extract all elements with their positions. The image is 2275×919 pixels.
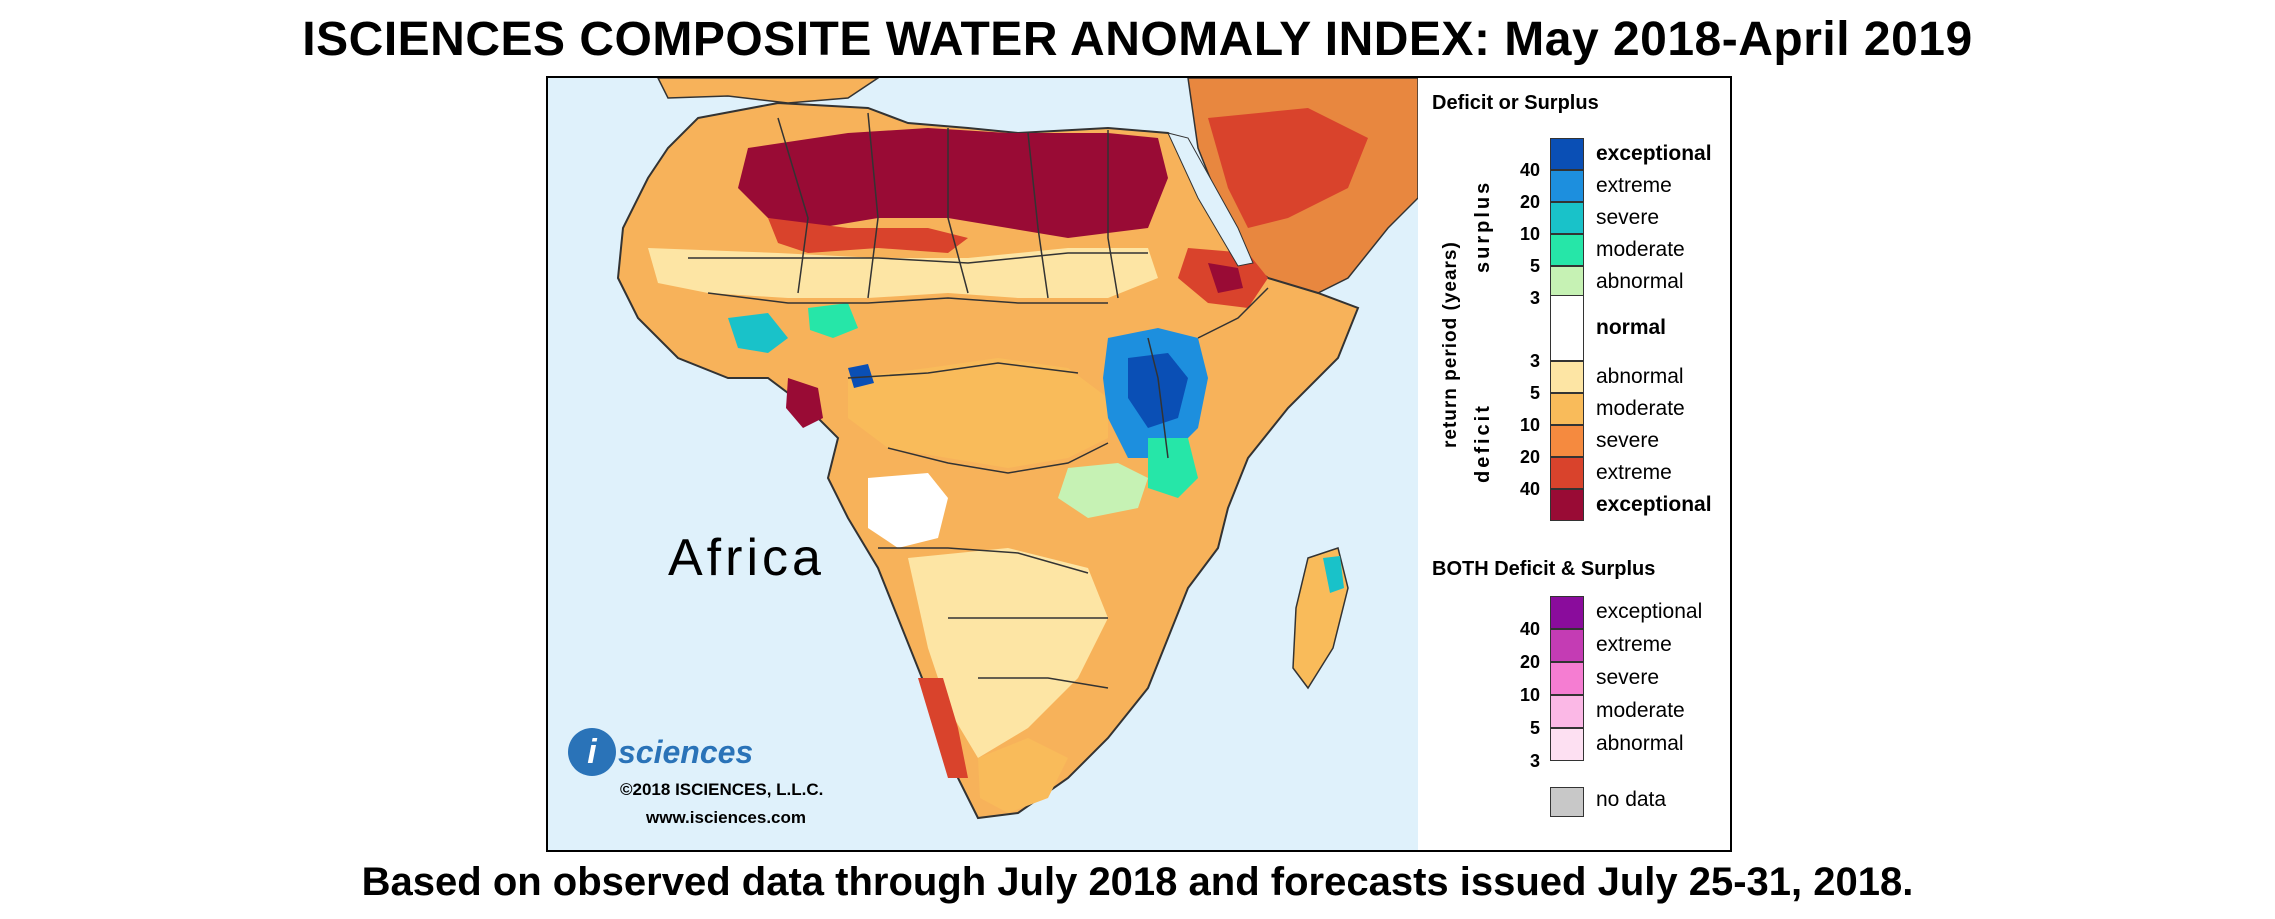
central-africa-moderate-zone bbox=[848, 358, 1108, 468]
logo-i-icon: i bbox=[568, 728, 616, 776]
deficit-period-10: 10 bbox=[1519, 415, 1540, 435]
surplus-swatch-moderate bbox=[1550, 234, 1584, 266]
logo-wordmark: sciences bbox=[618, 733, 754, 770]
surplus-period-10: 10 bbox=[1519, 224, 1540, 244]
deficit-label-extreme: extreme bbox=[1596, 461, 1672, 484]
south-africa-moderate-zone bbox=[978, 738, 1068, 813]
surplus-period-40: 40 bbox=[1519, 160, 1540, 180]
zambia-abnormal-surplus-zone bbox=[1058, 463, 1148, 518]
deficit-label-abnormal: abnormal bbox=[1596, 365, 1684, 388]
lake-region-exceptional-zone bbox=[1128, 353, 1188, 428]
surplus-period-20: 20 bbox=[1519, 192, 1540, 212]
deficit-period-5: 5 bbox=[1529, 383, 1540, 403]
both-swatch-severe bbox=[1550, 662, 1584, 695]
sahara-deficit-zone bbox=[738, 128, 1168, 238]
both-period-3: 3 bbox=[1529, 751, 1540, 771]
madagascar-surplus-zone bbox=[1323, 556, 1344, 593]
southern-africa-abnormal-zone bbox=[908, 548, 1108, 758]
both-swatch-moderate bbox=[1550, 695, 1584, 728]
deficit-label-moderate: moderate bbox=[1596, 397, 1685, 420]
map-title: ISCIENCES COMPOSITE WATER ANOMALY INDEX:… bbox=[302, 13, 1973, 66]
cameroon-exceptional-surplus-zone bbox=[848, 364, 874, 388]
surplus-label-exceptional: exceptional bbox=[1596, 142, 1712, 165]
surplus-period-5: 5 bbox=[1529, 256, 1540, 276]
deficit-swatch-abnormal bbox=[1550, 361, 1584, 393]
both-label-abnormal: abnormal bbox=[1596, 732, 1684, 755]
map-legend: Deficit or Surplus return period (years)… bbox=[1418, 78, 1730, 850]
deficit-swatch-moderate bbox=[1550, 393, 1584, 425]
both-label-exceptional: exceptional bbox=[1596, 600, 1703, 623]
surplus-period-3: 3 bbox=[1529, 288, 1540, 308]
both-label-severe: severe bbox=[1596, 666, 1660, 689]
no-data-swatch bbox=[1550, 787, 1584, 817]
deficit-period-40: 40 bbox=[1519, 479, 1540, 499]
both-period-40: 40 bbox=[1519, 619, 1540, 639]
deficit-label-exceptional: exceptional bbox=[1596, 493, 1712, 516]
angola-normal-zone bbox=[868, 473, 948, 548]
map-frame: Africa i sciences ©2018 ISCIENCES, L.L.C.… bbox=[546, 76, 1732, 852]
europe-landmass bbox=[657, 78, 880, 104]
legend-deficit-label: deficit bbox=[1472, 403, 1494, 483]
normal-label: normal bbox=[1596, 316, 1667, 339]
both-swatch-abnormal bbox=[1550, 728, 1584, 761]
both-period-10: 10 bbox=[1519, 685, 1540, 705]
both-label-extreme: extreme bbox=[1596, 633, 1672, 656]
tanzania-moderate-surplus-zone bbox=[1148, 438, 1198, 498]
africa-map: Africa i sciences ©2018 ISCIENCES, L.L.C.… bbox=[548, 78, 1418, 850]
website-text: www.isciences.com bbox=[646, 808, 806, 827]
arabia-extreme-zone bbox=[1208, 108, 1368, 228]
copyright-text: ©2018 ISCIENCES, L.L.C. bbox=[620, 780, 824, 799]
congo-coast-exceptional-zone bbox=[786, 378, 823, 428]
legend-heading-both: BOTH Deficit & Surplus bbox=[1432, 558, 1656, 580]
deficit-swatch-extreme bbox=[1550, 457, 1584, 489]
surplus-label-severe: severe bbox=[1596, 206, 1660, 229]
north-sahel-extreme-zone bbox=[768, 218, 968, 253]
deficit-period-3: 3 bbox=[1529, 351, 1540, 371]
country-borders bbox=[688, 112, 1269, 689]
surplus-swatch-exceptional bbox=[1550, 138, 1584, 170]
both-period-5: 5 bbox=[1529, 718, 1540, 738]
deficit-swatch-exceptional bbox=[1550, 489, 1584, 521]
surplus-swatch-severe bbox=[1550, 202, 1584, 234]
both-swatch-exceptional bbox=[1550, 596, 1584, 629]
deficit-label-severe: severe bbox=[1596, 429, 1660, 452]
surplus-label-moderate: moderate bbox=[1596, 238, 1685, 261]
africa-map-graphic bbox=[616, 78, 1418, 820]
deficit-swatch-severe bbox=[1550, 425, 1584, 457]
sahel-abnormal-zone bbox=[648, 248, 1158, 298]
red-sea bbox=[1167, 132, 1254, 267]
nigeria-moderate-surplus-zone bbox=[808, 303, 858, 338]
surplus-swatch-extreme bbox=[1550, 170, 1584, 202]
legend-heading-main: Deficit or Surplus bbox=[1432, 92, 1599, 114]
no-data-label: no data bbox=[1596, 788, 1667, 811]
surplus-swatch-abnormal bbox=[1550, 266, 1584, 298]
isciences-logo: i sciences bbox=[568, 728, 753, 776]
surplus-label-extreme: extreme bbox=[1596, 174, 1672, 197]
namibia-coast-extreme-zone bbox=[918, 678, 968, 778]
surplus-label-abnormal: abnormal bbox=[1596, 270, 1684, 293]
both-period-20: 20 bbox=[1519, 652, 1540, 672]
both-swatch-extreme bbox=[1550, 629, 1584, 662]
normal-swatch bbox=[1550, 295, 1584, 361]
legend-surplus-label: surplus bbox=[1472, 179, 1494, 273]
horn-exceptional-zone bbox=[1208, 263, 1243, 293]
region-label: Africa bbox=[668, 529, 825, 587]
legend-axis-label: return period (years) bbox=[1440, 241, 1461, 448]
map-footer: Based on observed data through July 2018… bbox=[361, 860, 1914, 904]
deficit-period-20: 20 bbox=[1519, 447, 1540, 467]
west-africa-severe-surplus-zone bbox=[728, 313, 788, 353]
both-label-moderate: moderate bbox=[1596, 699, 1685, 722]
